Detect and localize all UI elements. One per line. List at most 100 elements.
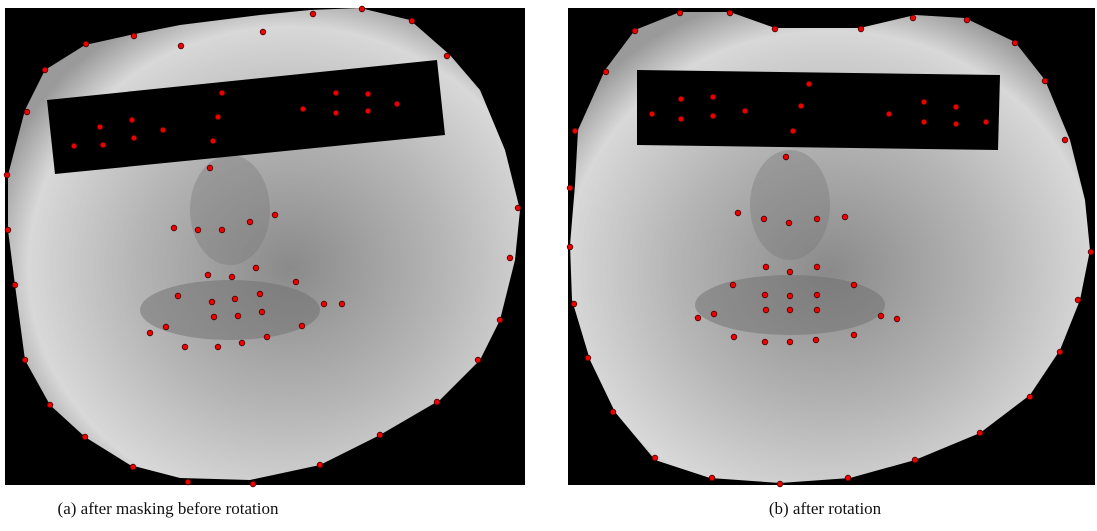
landmark xyxy=(12,282,18,288)
landmark xyxy=(964,17,970,23)
landmark xyxy=(953,104,959,110)
landmark xyxy=(842,214,848,220)
landmark xyxy=(82,434,88,440)
landmark xyxy=(762,339,768,345)
landmark xyxy=(97,124,103,130)
landmark xyxy=(219,227,225,233)
landmark xyxy=(731,334,737,340)
landmark xyxy=(787,307,793,313)
landmark xyxy=(339,301,345,307)
landmark xyxy=(762,292,768,298)
landmark xyxy=(695,315,701,321)
landmark xyxy=(5,227,11,233)
landmark xyxy=(649,111,655,117)
landmark xyxy=(4,172,10,178)
landmark xyxy=(777,481,783,487)
landmark xyxy=(783,154,789,160)
landmark xyxy=(953,121,959,127)
landmark xyxy=(299,323,305,329)
landmark xyxy=(211,314,217,320)
landmark xyxy=(129,117,135,123)
landmark xyxy=(131,135,137,141)
landmark xyxy=(787,293,793,299)
landmark xyxy=(710,113,716,119)
landmark xyxy=(239,340,245,346)
landmark xyxy=(317,462,323,468)
landmark xyxy=(365,91,371,97)
landmark xyxy=(207,165,213,171)
landmark xyxy=(977,430,983,436)
landmark xyxy=(851,282,857,288)
landmark xyxy=(603,69,609,75)
landmark xyxy=(310,11,316,17)
landmark xyxy=(195,227,201,233)
landmark xyxy=(300,106,306,112)
landmark xyxy=(814,307,820,313)
landmark xyxy=(444,53,450,59)
landmark xyxy=(272,212,278,218)
landmark xyxy=(1027,394,1033,400)
landmark xyxy=(761,216,767,222)
landmark xyxy=(813,337,819,343)
caption: (b) after rotation xyxy=(769,499,882,518)
figure: (a) after masking before rotation (b) af… xyxy=(0,0,1097,531)
landmark xyxy=(247,219,253,225)
landmark xyxy=(886,111,892,117)
landmark xyxy=(1042,78,1048,84)
landmark xyxy=(185,479,191,485)
landmark xyxy=(507,255,513,261)
landmark xyxy=(727,10,733,16)
landmark xyxy=(71,143,77,149)
landmark xyxy=(814,216,820,222)
landmark xyxy=(610,409,616,415)
landmark xyxy=(210,138,216,144)
landmark xyxy=(790,128,796,134)
landmark xyxy=(215,344,221,350)
landmark xyxy=(763,307,769,313)
landmark xyxy=(130,464,136,470)
landmark xyxy=(878,313,884,319)
landmark xyxy=(806,81,812,87)
landmark xyxy=(209,299,215,305)
landmark xyxy=(333,90,339,96)
landmark xyxy=(709,475,715,481)
landmark xyxy=(377,432,383,438)
landmark xyxy=(515,205,521,211)
landmark xyxy=(394,101,400,107)
landmark xyxy=(678,116,684,122)
landmark xyxy=(678,96,684,102)
mask-bar xyxy=(637,70,1000,150)
landmark xyxy=(567,244,573,250)
landmark xyxy=(257,291,263,297)
panel-a: (a) after masking before rotation xyxy=(4,6,525,518)
landmark xyxy=(710,94,716,100)
landmark xyxy=(293,279,299,285)
landmark xyxy=(677,10,683,16)
landmark xyxy=(475,357,481,363)
panel-b: (b) after rotation xyxy=(567,8,1095,518)
landmark xyxy=(235,313,241,319)
landmark xyxy=(711,311,717,317)
landmark xyxy=(83,41,89,47)
landmark xyxy=(910,15,916,21)
landmark xyxy=(1075,297,1081,303)
landmark xyxy=(652,455,658,461)
landmark xyxy=(333,110,339,116)
landmark xyxy=(742,108,748,114)
landmark xyxy=(264,334,270,340)
landmark xyxy=(567,185,573,191)
landmark xyxy=(798,103,804,109)
landmark xyxy=(814,264,820,270)
landmark xyxy=(921,99,927,105)
landmark xyxy=(365,108,371,114)
landmark xyxy=(229,274,235,280)
landmark xyxy=(983,119,989,125)
landmark xyxy=(571,301,577,307)
landmark xyxy=(160,127,166,133)
caption: (a) after masking before rotation xyxy=(58,499,279,518)
landmark xyxy=(786,220,792,226)
landmark xyxy=(1057,349,1063,355)
landmark xyxy=(1088,249,1094,255)
landmark xyxy=(497,317,503,323)
landmark xyxy=(730,282,736,288)
